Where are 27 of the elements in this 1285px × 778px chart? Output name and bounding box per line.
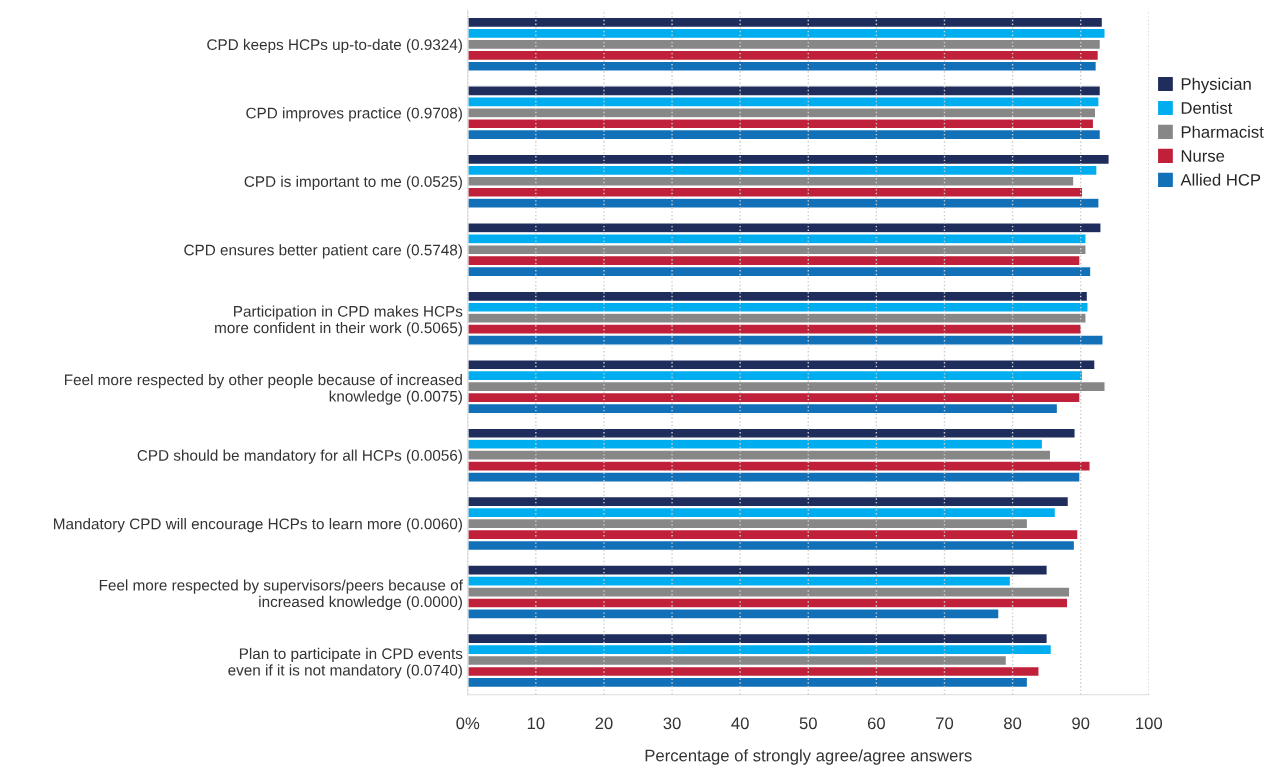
y-tick-label: Feel more respected by other people because of increased knowledge (0.0075) [65, 374, 462, 405]
x-tick-label: 70 [936, 717, 954, 730]
x-tick-label: 60 [867, 717, 885, 730]
y-tick-label: CPD improves practice (0.9708) [246, 107, 462, 122]
x-tick-label: 0% [456, 717, 480, 730]
y-tick-label: CPD should be mandatory for all HCPs (0.0056) [137, 449, 462, 464]
legend-label: Nurse [1181, 150, 1225, 162]
y-tick-label: CPD ensures better patient care (0.5748) [184, 244, 462, 259]
x-tick-label: 90 [1072, 717, 1090, 730]
x-tick-label: 40 [731, 717, 749, 730]
y-tick-label: Participation in CPD makes HCPs more confident in their work (0.5065) [215, 305, 463, 337]
x-tick-label: 20 [595, 717, 613, 730]
y-tick-label: Plan to participate in CPD events even if it is not mandatory (0.0740) [228, 647, 463, 679]
legend-label: Pharmacist [1181, 125, 1264, 138]
legend-label: Physician [1181, 77, 1251, 94]
x-tick-label: 10 [527, 717, 545, 730]
x-axis-title: Percentage of strongly agree/agree answers [645, 749, 972, 765]
legend-label: Dentist [1181, 101, 1233, 114]
x-tick-label: 80 [1004, 717, 1022, 730]
x-tick-label: 100 [1136, 717, 1163, 730]
x-tick-label: 50 [799, 717, 817, 730]
y-tick-label: Mandatory CPD will encourage HCPs to learn more (0.0060) [54, 518, 462, 533]
legend-label: Allied HCP [1180, 173, 1261, 186]
y-tick-label: Feel more respected by supervisors/peers because of increased knowledge (0.0000) [99, 579, 463, 611]
y-tick-label: CPD is important to me (0.0525) [244, 175, 462, 190]
y-tick-label: CPD keeps HCPs up-to-date (0.9324) [207, 38, 462, 54]
x-tick-label: 30 [663, 717, 681, 730]
